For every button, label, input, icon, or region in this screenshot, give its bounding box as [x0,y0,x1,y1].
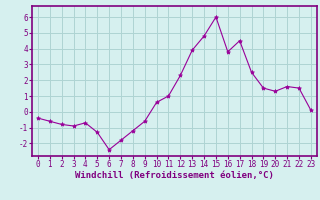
X-axis label: Windchill (Refroidissement éolien,°C): Windchill (Refroidissement éolien,°C) [75,171,274,180]
